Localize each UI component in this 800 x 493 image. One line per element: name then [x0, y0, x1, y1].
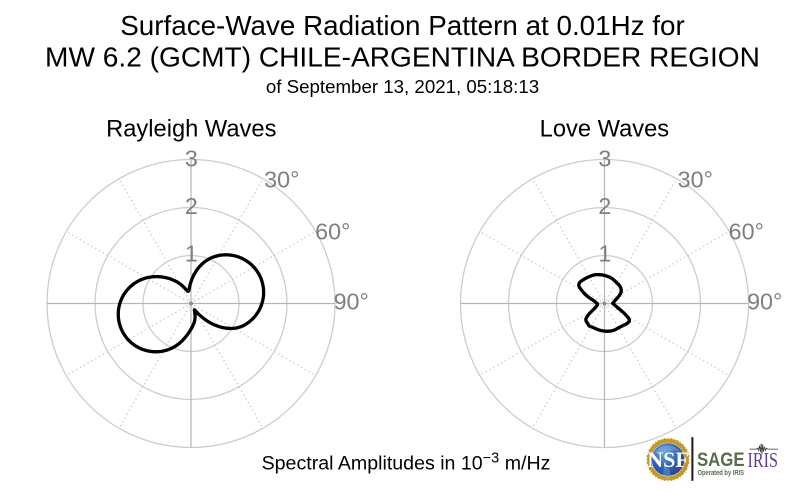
svg-text:3: 3 [185, 146, 198, 172]
svg-text:Surface-Wave Radiation Pattern: Surface-Wave Radiation Pattern at 0.01Hz… [120, 10, 684, 41]
svg-text:NSF: NSF [647, 447, 689, 472]
svg-text:30°: 30° [678, 166, 713, 192]
svg-text:Operated by IRIS: Operated by IRIS [698, 470, 745, 477]
svg-text:MW 6.2 (GCMT) CHILE-ARGENTINA: MW 6.2 (GCMT) CHILE-ARGENTINA BORDER REG… [45, 41, 760, 72]
svg-text:90°: 90° [747, 289, 782, 315]
svg-text:60°: 60° [315, 218, 350, 244]
svg-text:of September 13, 2021, 05:18:1: of September 13, 2021, 05:18:13 [266, 76, 539, 97]
svg-text:90°: 90° [334, 289, 369, 315]
svg-text:Love Waves: Love Waves [540, 117, 669, 143]
svg-text:3: 3 [598, 146, 611, 172]
svg-text:SAGE: SAGE [697, 449, 745, 471]
svg-text:2: 2 [598, 193, 611, 219]
svg-text:60°: 60° [729, 218, 764, 244]
svg-text:Spectral Amplitudes in 10−3 m/: Spectral Amplitudes in 10−3 m/Hz [262, 450, 551, 474]
svg-text:IRIS: IRIS [748, 448, 779, 472]
svg-text:2: 2 [185, 193, 198, 219]
svg-text:1: 1 [185, 241, 198, 267]
svg-text:1: 1 [598, 241, 611, 267]
svg-text:30°: 30° [264, 166, 299, 192]
svg-text:Rayleigh Waves: Rayleigh Waves [106, 117, 276, 143]
